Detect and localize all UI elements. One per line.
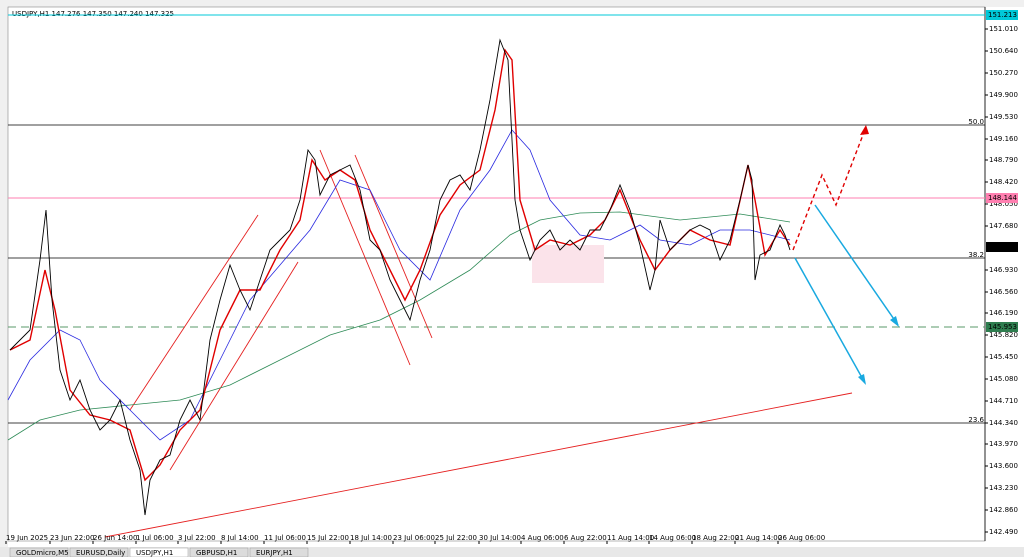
tab[interactable]: [69, 547, 129, 557]
price-marker: [986, 322, 1018, 332]
fib-label: 38.2: [968, 251, 984, 259]
price-label: 146.930: [989, 266, 1018, 274]
time-label: 6 Aug 22:00: [564, 534, 607, 542]
tab-label[interactable]: GOLDmicro,M5: [16, 549, 69, 557]
time-label: 8 Jul 14:00: [221, 534, 259, 542]
price-label: 143.230: [989, 484, 1018, 492]
trend-lines: [104, 149, 853, 538]
price-label: 142.490: [989, 528, 1018, 536]
price-marker-label: 148.144: [988, 194, 1017, 202]
time-label: 11 Jul 06:00: [264, 534, 306, 542]
price-label: 146.560: [989, 288, 1018, 296]
price-label: 149.530: [989, 113, 1018, 121]
time-label: 30 Jul 14:00: [479, 534, 521, 542]
tab-label[interactable]: GBPUSD,H1: [196, 549, 237, 557]
tab[interactable]: [129, 547, 189, 557]
price-label: 146.190: [989, 309, 1018, 317]
time-label: 19 Jun 2025: [6, 534, 48, 542]
bull-arrow: [792, 126, 867, 251]
time-label: 3 Jul 22:00: [178, 534, 216, 542]
price-label: 147.680: [989, 222, 1018, 230]
price-label: 151.010: [989, 25, 1018, 33]
price-label: 150.270: [989, 69, 1018, 77]
bear-arrow: [794, 257, 866, 384]
time-label: 4 Aug 06:00: [521, 534, 564, 542]
price-marker: [986, 242, 1018, 252]
tab[interactable]: [9, 547, 69, 557]
price-label: 150.640: [989, 47, 1018, 55]
price-label: 149.900: [989, 91, 1018, 99]
price-label: 143.600: [989, 462, 1018, 470]
price-marker-label: 145.953: [988, 323, 1017, 331]
fib-label: 23.6: [968, 416, 984, 424]
left-strip: [0, 7, 8, 547]
price-label: 148.790: [989, 156, 1018, 164]
price-label: 145.450: [989, 353, 1018, 361]
price-label: 144.340: [989, 419, 1018, 427]
price-marker-label: 151.213: [988, 11, 1017, 19]
chart-area: [7, 6, 986, 542]
price-label: 148.050: [989, 200, 1018, 208]
arrow-head: [858, 374, 866, 385]
time-label: 11 Aug 14:00: [607, 534, 654, 542]
price-label: 143.970: [989, 440, 1018, 448]
price-label: 144.710: [989, 397, 1018, 405]
time-label: 26 Jun 14:00: [93, 534, 137, 542]
tab-label[interactable]: EURJPY,H1: [256, 549, 293, 557]
price-marker: [986, 10, 1018, 20]
fib-label: 50.0: [968, 118, 984, 126]
arrow-head: [890, 316, 899, 327]
bear-arrow: [814, 204, 899, 326]
time-label: 23 Jun 22:00: [50, 534, 94, 542]
price-path: [9, 38, 791, 516]
time-label: 1 Jul 06:00: [136, 534, 174, 542]
price-label: 145.080: [989, 375, 1018, 383]
toolbar: [0, 0, 1024, 7]
price-label: 145.820: [989, 331, 1018, 339]
time-label: 21 Aug 14:00: [735, 534, 782, 542]
tab-label[interactable]: USDJPY,H1: [136, 549, 173, 557]
tab[interactable]: [249, 547, 309, 557]
time-label: 18 Aug 22:00: [692, 534, 739, 542]
tab-label[interactable]: EURUSD,Daily: [76, 549, 125, 557]
time-label: 25 Jul 22:00: [435, 534, 477, 542]
labels: 151.010 150.640 150.270 149.900 149.530 149.1…: [0, 10, 1024, 557]
time-label: 23 Jul 06:00: [393, 534, 435, 542]
price-label: 149.160: [989, 135, 1018, 143]
price-label: 142.860: [989, 506, 1018, 514]
time-label: 18 Jul 14:00: [350, 534, 392, 542]
price-marker: [986, 193, 1018, 203]
tab-bar: [0, 547, 1024, 557]
tab[interactable]: [189, 547, 249, 557]
arrow-head: [860, 125, 869, 135]
time-label: 26 Aug 06:00: [778, 534, 825, 542]
price-marker-label: 147.325: [988, 243, 1017, 251]
zone: [532, 245, 604, 283]
symbol-info: USDJPY,H1 147.276 147.350 147.240 147.32…: [12, 10, 174, 18]
price-label: 148.420: [989, 178, 1018, 186]
time-label: 14 Aug 06:00: [649, 534, 696, 542]
time-label: 15 Jul 22:00: [307, 534, 349, 542]
